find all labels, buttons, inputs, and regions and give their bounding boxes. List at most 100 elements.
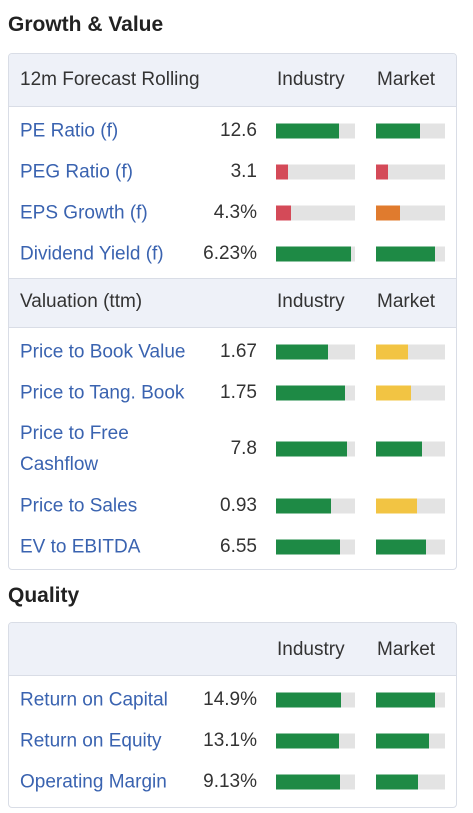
forecast-header-label: 12m Forecast Rolling [20, 69, 200, 90]
industry-comparison-bar [276, 733, 355, 748]
market-comparison-bar [376, 246, 445, 261]
industry-bar-fill [276, 164, 288, 179]
industry-comparison-bar [276, 164, 355, 179]
market-bar-fill [376, 344, 408, 359]
valuation-header: Valuation (ttm) Industry Market [9, 278, 456, 328]
industry-bar-fill [276, 205, 291, 220]
metric-row: EV to EBITDA 6.55 [9, 526, 456, 567]
forecast-col-market: Market [377, 69, 436, 90]
industry-comparison-bar [276, 692, 355, 707]
industry-bar-fill [276, 123, 340, 138]
market-comparison-bar [376, 539, 445, 554]
metric-row: Dividend Yield (f) 6.23% [9, 233, 456, 274]
market-bar-fill [376, 498, 417, 513]
metric-row: Price to Free Cashflow 7.8 [9, 413, 456, 485]
metric-row: EPS Growth (f) 4.3% [9, 192, 456, 233]
metric-label-link[interactable]: PE Ratio (f) [20, 120, 119, 141]
market-bar-fill [376, 246, 436, 261]
market-comparison-bar [376, 164, 445, 179]
metric-label-link[interactable]: Price to Book Value [20, 341, 186, 362]
industry-comparison-bar [276, 539, 355, 554]
metric-row: Return on Equity 13.1% [9, 720, 456, 761]
industry-comparison-bar [276, 246, 355, 261]
industry-bar-fill [276, 692, 341, 707]
market-bar-fill [376, 539, 426, 554]
metric-label-link[interactable]: EV to EBITDA [20, 536, 141, 557]
valuation-col-industry: Industry [277, 291, 345, 312]
growth-value-title: Growth & Value [8, 13, 164, 36]
industry-comparison-bar [276, 774, 355, 789]
metric-value: 0.93 [220, 494, 257, 516]
metric-value: 14.9% [203, 688, 257, 710]
metric-value: 7.8 [230, 438, 257, 459]
market-comparison-bar [376, 344, 445, 359]
market-comparison-bar [376, 385, 445, 400]
market-bar-fill [376, 385, 412, 400]
metric-row: Operating Margin 9.13% [9, 761, 456, 802]
metric-label-link[interactable]: Price to Free Cashflow [20, 423, 129, 475]
forecast-rows: PE Ratio (f) 12.6 PEG Ratio (f) 3.1 EPS Grow… [9, 107, 456, 278]
metric-label-link[interactable]: PEG Ratio (f) [20, 161, 133, 182]
market-bar-fill [376, 441, 423, 457]
metric-label-link[interactable]: EPS Growth (f) [20, 202, 148, 223]
metric-label-link[interactable]: Price to Sales [20, 495, 138, 516]
market-bar-fill [376, 692, 436, 707]
metric-row: Price to Sales 0.93 [9, 485, 456, 526]
market-bar-fill [376, 774, 419, 789]
industry-bar-fill [276, 498, 332, 513]
quality-col-market: Market [377, 639, 436, 660]
market-bar-fill [376, 733, 430, 748]
metric-value: 4.3% [213, 201, 257, 223]
industry-comparison-bar [276, 123, 355, 138]
industry-bar-fill [276, 344, 329, 359]
metric-value: 6.23% [203, 242, 257, 264]
metric-value: 12.6 [220, 119, 257, 141]
market-bar-fill [376, 123, 421, 138]
industry-comparison-bar [276, 344, 355, 359]
quality-header: Industry Market [9, 623, 456, 676]
valuation-rows: Price to Book Value 1.67 Price to Tang. Bo… [9, 328, 456, 569]
market-comparison-bar [376, 774, 445, 789]
metric-label-link[interactable]: Return on Equity [20, 730, 162, 751]
forecast-col-industry: Industry [277, 69, 345, 90]
industry-bar-fill [276, 539, 340, 554]
quality-col-industry: Industry [277, 639, 345, 660]
metric-label-link[interactable]: Operating Margin [20, 771, 167, 792]
industry-bar-fill [276, 733, 340, 748]
quality-title: Quality [8, 584, 80, 607]
market-bar-fill [376, 205, 401, 220]
industry-bar-fill [276, 246, 352, 261]
metric-label-link[interactable]: Dividend Yield (f) [20, 243, 164, 264]
metric-row: PEG Ratio (f) 3.1 [9, 151, 456, 192]
industry-comparison-bar [276, 205, 355, 220]
industry-bar-fill [276, 441, 348, 457]
metric-row: Return on Capital 14.9% [9, 679, 456, 720]
metric-label-link[interactable]: Return on Capital [20, 689, 168, 710]
market-comparison-bar [376, 498, 445, 513]
metric-value: 13.1% [203, 729, 257, 751]
metric-label-link[interactable]: Price to Tang. Book [20, 382, 185, 403]
metric-row: PE Ratio (f) 12.6 [9, 110, 456, 151]
valuation-col-market: Market [377, 291, 436, 312]
industry-comparison-bar [276, 441, 355, 457]
metric-row: Price to Tang. Book 1.75 [9, 372, 456, 413]
market-bar-fill [376, 164, 388, 179]
valuation-header-label: Valuation (ttm) [20, 291, 143, 312]
metric-value: 6.55 [220, 535, 257, 557]
metric-row: Price to Book Value 1.67 [9, 331, 456, 372]
market-comparison-bar [376, 692, 445, 707]
market-comparison-bar [376, 733, 445, 748]
metric-value: 3.1 [230, 160, 257, 182]
industry-comparison-bar [276, 498, 355, 513]
market-comparison-bar [376, 205, 445, 220]
quality-rows: Return on Capital 14.9% Return on Equity 13… [9, 676, 456, 807]
growth-value-card: 12m Forecast Rolling Industry Market PE … [8, 53, 457, 570]
metric-value: 1.67 [220, 340, 257, 362]
metric-value: 1.75 [220, 381, 257, 403]
industry-bar-fill [276, 385, 345, 400]
quality-card: Industry Market Return on Capital 14.9% Re… [8, 622, 457, 808]
metric-value: 9.13% [203, 770, 257, 792]
forecast-header: 12m Forecast Rolling Industry Market [9, 54, 456, 107]
market-comparison-bar [376, 123, 445, 138]
industry-comparison-bar [276, 385, 355, 400]
